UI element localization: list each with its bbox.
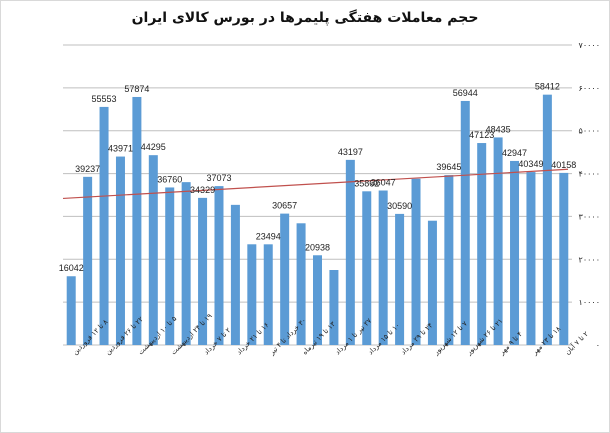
bar: [296, 223, 306, 345]
y-tick-label: ٢٠٠٠٠: [579, 255, 600, 264]
bar: [510, 160, 520, 345]
bar: [214, 186, 224, 345]
bar: [329, 270, 339, 345]
bar: [66, 276, 76, 345]
bar-value-label: 39645: [436, 162, 461, 172]
bar: [362, 191, 372, 345]
bar: [132, 96, 142, 346]
bar: [247, 244, 257, 345]
bar-value-label: 39237: [75, 164, 100, 174]
linear-trendline: [62, 168, 569, 200]
bar: [115, 156, 125, 345]
y-tick-label: ٧٠٠٠٠: [579, 41, 600, 50]
y-tick-label: ۴٠٠٠٠: [579, 170, 600, 179]
y-tick-label: ١٠٠٠٠: [579, 298, 600, 307]
bar-value-label: 44295: [141, 142, 166, 152]
trend-line: [62, 168, 569, 200]
bar-value-label: 40158: [551, 160, 576, 170]
bar: [181, 182, 191, 345]
bar: [526, 172, 536, 345]
chart-title: حجم معاملات هفتگی پلیمرها در بورس کالای …: [131, 10, 479, 26]
bar-value-label: 23494: [256, 231, 281, 241]
bar-value-label: 48435: [486, 124, 511, 134]
bar-value-label: 47123: [469, 130, 494, 140]
bar: [148, 155, 158, 345]
bar-value-label: 43197: [338, 147, 363, 157]
bar: [99, 106, 109, 345]
bar: [345, 159, 355, 345]
bar-value-label: 56944: [453, 88, 478, 98]
bar-value-label: 43971: [108, 144, 133, 154]
bar-value-label: 34329: [190, 185, 215, 195]
bar: [542, 94, 552, 345]
y-tick-label: ٠: [596, 341, 600, 350]
bar-value-label: 42947: [502, 148, 527, 158]
bar-value-label: 30590: [387, 201, 412, 211]
bar-value-label: 16042: [59, 263, 84, 273]
bar: [493, 137, 503, 345]
bar-value-label: 40349: [518, 159, 543, 169]
bar-value-label: 37073: [206, 173, 231, 183]
bar: [378, 190, 388, 345]
bar-value-label: 36047: [371, 178, 396, 188]
bar: [559, 172, 569, 345]
bar: [427, 220, 437, 345]
bar-value-label: 20938: [305, 242, 330, 252]
bar-value-label: 36760: [157, 174, 182, 184]
bar-value-label: 57874: [124, 84, 149, 94]
bars: [66, 94, 569, 346]
bar: [230, 204, 240, 345]
bar-value-label: 58412: [535, 82, 560, 92]
data-labels: 16042 39237 55553 43971 57874 44295 36760 34329…: [59, 82, 577, 274]
bar: [263, 244, 273, 345]
bar: [83, 176, 93, 345]
bar-value-label: 35862: [354, 178, 379, 188]
bar: [280, 213, 290, 345]
bar-value-label: 55553: [92, 94, 117, 104]
bar: [165, 187, 175, 345]
bar: [313, 255, 322, 345]
y-tick-label: ۵٠٠٠٠: [579, 127, 600, 136]
y-tick-label: ۶٠٠٠٠: [579, 84, 600, 93]
bar: [460, 100, 470, 345]
y-axis: ٠ ١٠٠٠٠ ٢٠٠٠٠ ٣٠٠٠٠ ۴٠٠٠٠ ۵٠٠٠٠ ۶٠٠٠٠ ٧٠٠٠٠: [579, 41, 600, 350]
bar-value-label: 30657: [272, 201, 297, 211]
bar: [198, 197, 208, 345]
y-tick-label: ٣٠٠٠٠: [579, 212, 600, 221]
bar: [411, 178, 421, 345]
bar: [395, 213, 405, 345]
bar: [444, 175, 454, 345]
bar: [477, 143, 487, 345]
